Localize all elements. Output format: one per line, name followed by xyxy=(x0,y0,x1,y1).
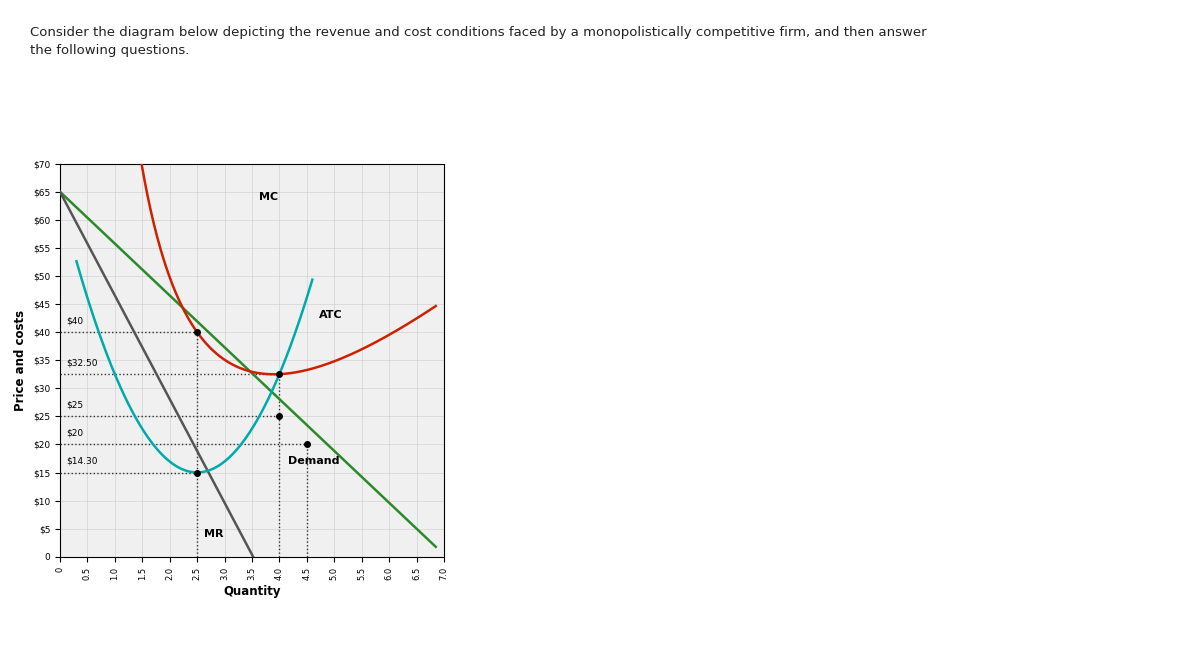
Text: $40: $40 xyxy=(66,316,84,326)
Text: ATC: ATC xyxy=(319,310,342,320)
Text: MR: MR xyxy=(204,529,223,539)
Text: $25: $25 xyxy=(66,401,84,409)
X-axis label: Quantity: Quantity xyxy=(223,586,281,598)
Text: Consider the diagram below depicting the revenue and cost conditions faced by a : Consider the diagram below depicting the… xyxy=(30,26,926,57)
Text: $14.30: $14.30 xyxy=(66,457,98,466)
Text: MC: MC xyxy=(258,193,277,202)
Text: $20: $20 xyxy=(66,429,84,438)
Text: $32.50: $32.50 xyxy=(66,358,98,367)
Text: Demand: Demand xyxy=(288,456,340,466)
Y-axis label: Price and costs: Price and costs xyxy=(14,310,28,411)
